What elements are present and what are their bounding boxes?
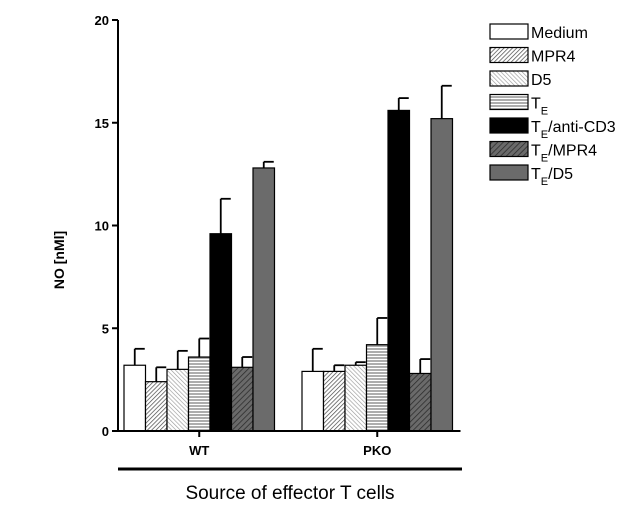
legend-swatch xyxy=(489,164,529,181)
x-tick-label: PKO xyxy=(363,443,391,458)
legend-swatch xyxy=(489,93,529,111)
bar xyxy=(166,368,190,432)
y-tick-label: 0 xyxy=(102,424,109,439)
y-tick-label: 20 xyxy=(95,13,109,28)
bar xyxy=(301,370,325,432)
bar xyxy=(408,372,432,432)
plot-area: 0 5 10 15 20 WT PKO xyxy=(95,13,461,458)
y-tick-label: 15 xyxy=(95,116,109,131)
bar xyxy=(430,118,454,432)
bar xyxy=(144,381,168,432)
legend-label: TE/D5 xyxy=(531,166,573,188)
bar xyxy=(365,344,389,432)
legend-label: TE/MPR4 xyxy=(531,143,597,165)
legend-swatch xyxy=(489,117,529,134)
legend-label: TE xyxy=(531,96,548,118)
legend-label: Medium xyxy=(531,25,588,42)
legend-swatch xyxy=(489,23,529,40)
x-axis-label: Source of effector T cells xyxy=(185,483,394,504)
legend-swatch xyxy=(489,140,529,158)
x-tick-label: WT xyxy=(189,443,209,458)
bar xyxy=(209,233,233,432)
legend-swatch xyxy=(489,46,529,64)
legend-label: D5 xyxy=(531,72,552,89)
bar xyxy=(322,370,346,432)
bar xyxy=(230,366,254,432)
bar xyxy=(344,364,368,432)
y-tick-label: 5 xyxy=(102,321,109,336)
bar xyxy=(252,167,276,432)
legend-label: MPR4 xyxy=(531,49,576,66)
y-tick-label: 10 xyxy=(95,219,109,234)
bar xyxy=(387,109,411,432)
legend-label: TE/anti-CD3 xyxy=(531,119,616,141)
bar xyxy=(123,364,147,432)
legend-swatch xyxy=(489,70,529,87)
bar xyxy=(187,356,211,432)
y-axis-label: NO [nMl] xyxy=(51,231,67,289)
